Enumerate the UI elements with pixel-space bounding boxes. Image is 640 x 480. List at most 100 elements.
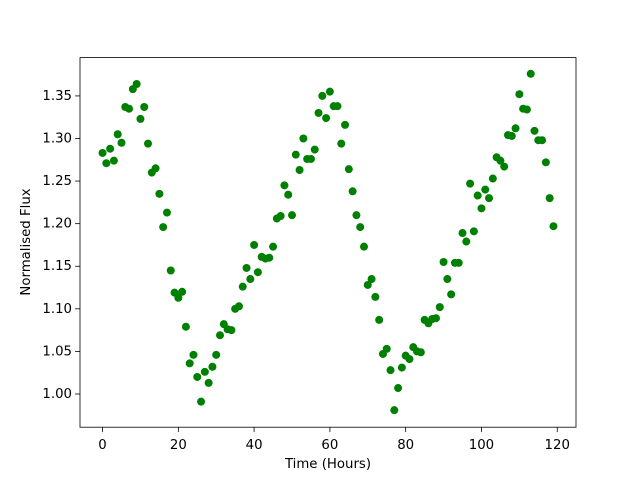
- point: [98, 148, 107, 157]
- point: [469, 227, 478, 236]
- point: [485, 194, 494, 203]
- point: [538, 136, 547, 145]
- point: [416, 348, 425, 357]
- point: [109, 156, 118, 165]
- point: [341, 120, 350, 129]
- point: [117, 138, 126, 147]
- point: [212, 350, 221, 359]
- point: [443, 275, 452, 284]
- point: [481, 185, 490, 194]
- point: [280, 181, 289, 190]
- point: [299, 134, 308, 143]
- point: [545, 194, 554, 203]
- x-tick-label: 60: [321, 438, 338, 453]
- point: [435, 303, 444, 312]
- point: [246, 275, 255, 284]
- point: [113, 130, 122, 139]
- point: [291, 150, 300, 159]
- x-tick-label: 100: [469, 438, 494, 453]
- point: [473, 191, 482, 200]
- point: [284, 190, 293, 199]
- point: [159, 223, 168, 232]
- x-axis-label: Time (Hours): [284, 457, 371, 472]
- point: [344, 165, 353, 174]
- x-tick-label: 20: [170, 438, 187, 453]
- point: [193, 372, 202, 381]
- point: [496, 156, 505, 165]
- point: [477, 204, 486, 213]
- point: [166, 266, 175, 275]
- point: [174, 293, 183, 302]
- point: [322, 114, 331, 123]
- point: [356, 223, 365, 232]
- point: [318, 91, 327, 100]
- point: [515, 90, 524, 99]
- point: [181, 322, 190, 331]
- point: [541, 158, 550, 167]
- point: [310, 145, 319, 154]
- y-tick-label: 1.15: [42, 259, 72, 274]
- point: [265, 253, 274, 262]
- point: [431, 314, 440, 323]
- point: [242, 263, 251, 272]
- point: [359, 242, 368, 251]
- point: [250, 240, 259, 249]
- point: [178, 287, 187, 296]
- point: [371, 292, 380, 301]
- point: [454, 258, 463, 267]
- point: [155, 189, 164, 198]
- point: [530, 126, 539, 135]
- y-tick-label: 1.20: [42, 217, 72, 232]
- point: [390, 406, 399, 415]
- point: [197, 397, 206, 406]
- y-axis-label: Normalised Flux: [19, 188, 34, 295]
- y-tick-label: 1.30: [42, 132, 72, 147]
- point: [189, 350, 198, 359]
- y-tick-label: 1.25: [42, 174, 72, 189]
- point: [136, 114, 145, 123]
- point: [208, 362, 217, 371]
- point: [375, 315, 384, 324]
- point: [269, 242, 278, 251]
- point: [367, 275, 376, 284]
- x-tick-label: 80: [397, 438, 414, 453]
- point: [314, 108, 323, 117]
- point: [458, 229, 467, 238]
- point: [325, 87, 334, 96]
- point: [295, 166, 304, 175]
- y-tick-label: 1.00: [42, 387, 72, 402]
- plot-frame: [79, 57, 577, 428]
- x-tick-label: 40: [246, 438, 263, 453]
- point: [500, 162, 509, 171]
- point: [511, 124, 520, 133]
- point: [276, 212, 285, 220]
- point: [526, 69, 535, 78]
- point: [386, 366, 395, 375]
- point: [102, 159, 111, 168]
- point: [405, 355, 414, 364]
- point: [132, 80, 141, 88]
- point: [162, 208, 171, 217]
- point: [348, 187, 357, 196]
- point: [394, 384, 403, 393]
- point: [125, 104, 134, 113]
- point: [382, 344, 391, 353]
- point: [363, 280, 372, 289]
- x-tick-label: 120: [545, 438, 570, 453]
- point: [106, 144, 115, 153]
- point: [140, 102, 149, 111]
- point: [466, 179, 475, 188]
- x-tick-label: 0: [98, 438, 106, 453]
- y-tick-label: 1.05: [42, 344, 72, 359]
- point: [507, 131, 516, 140]
- point: [227, 326, 236, 335]
- point: [352, 211, 361, 220]
- point: [144, 139, 153, 148]
- y-tick-label: 1.10: [42, 302, 72, 317]
- point: [488, 174, 497, 183]
- point: [337, 139, 346, 148]
- y-tick-label: 1.35: [42, 89, 72, 104]
- point: [238, 282, 247, 291]
- point: [439, 257, 448, 266]
